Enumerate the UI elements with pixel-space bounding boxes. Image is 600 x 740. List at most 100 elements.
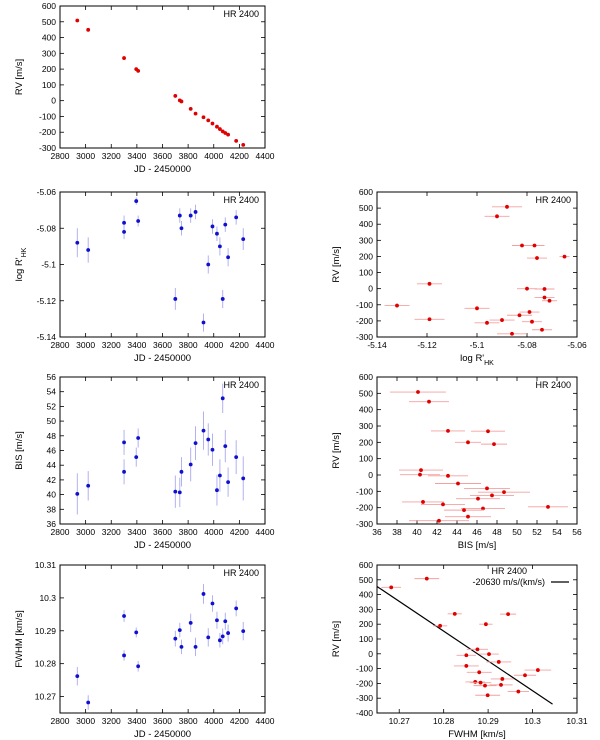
data-point — [241, 237, 246, 242]
data-point — [427, 317, 432, 322]
x-tick-label: 10.31 — [566, 716, 588, 726]
y-tick-label: 200 — [359, 437, 373, 447]
data-point — [495, 214, 499, 219]
data-point — [542, 287, 547, 291]
data-point — [481, 506, 485, 511]
y-tick-label: -300 — [356, 332, 373, 342]
y-tick-label: -300 — [39, 143, 56, 153]
data-point — [241, 476, 246, 481]
x-tick-label: 10.27 — [389, 716, 411, 726]
data-point — [446, 473, 450, 478]
data-point — [173, 489, 178, 494]
data-point — [441, 502, 445, 507]
y-axis-label: FWHM [km/s] — [14, 610, 25, 668]
data-point — [201, 320, 206, 325]
data-point — [179, 226, 184, 231]
chart-title: HR 2400 — [223, 380, 259, 390]
x-axis-label: JD - 2450000 — [134, 164, 191, 175]
data-point — [466, 440, 470, 445]
data-point — [188, 106, 193, 111]
data-point — [421, 500, 425, 504]
x-tick-label: 2800 — [51, 527, 70, 537]
x-tick-label: 48 — [492, 527, 502, 537]
x-tick-label: -5.08 — [517, 340, 537, 350]
y-tick-label: 54 — [47, 387, 57, 397]
data-point — [218, 127, 222, 131]
data-point — [220, 297, 225, 301]
x-tick-label: 3000 — [76, 340, 95, 350]
y-tick-label: 600 — [42, 1, 56, 11]
data-point — [223, 619, 228, 624]
data-point — [477, 670, 482, 675]
x-tick-label: 3800 — [179, 340, 198, 350]
data-point — [510, 331, 514, 336]
data-point — [75, 240, 80, 245]
data-point — [490, 493, 494, 498]
data-point — [438, 623, 443, 628]
data-point — [525, 286, 529, 291]
data-point — [188, 462, 193, 467]
chart-title: HR 2400 — [491, 566, 527, 576]
y-tick-label: -400 — [356, 708, 373, 718]
data-point — [535, 668, 540, 672]
x-tick-label: 3800 — [179, 716, 198, 726]
data-point — [75, 674, 80, 679]
chart-title: HR 2400 — [535, 380, 571, 390]
data-point — [122, 469, 126, 474]
data-point — [177, 213, 182, 218]
y-tick-label: 40 — [47, 490, 57, 500]
data-point — [75, 491, 80, 496]
data-point — [193, 644, 198, 649]
y-tick-label: 0 — [368, 284, 373, 294]
data-point — [226, 480, 231, 485]
data-point — [220, 634, 225, 639]
y-tick-label: 100 — [42, 80, 56, 90]
data-point — [210, 447, 215, 452]
y-tick-label: 400 — [42, 33, 56, 43]
data-point — [542, 295, 547, 300]
x-tick-label: 4400 — [256, 716, 275, 726]
data-point — [223, 131, 228, 135]
plot-frame — [59, 191, 266, 338]
data-point — [416, 390, 420, 394]
x-tick-label: 3800 — [179, 151, 198, 161]
data-point — [466, 514, 470, 519]
data-point — [122, 220, 126, 225]
y-tick-label: -100 — [356, 486, 373, 496]
data-point — [122, 614, 126, 618]
plot-frame — [59, 5, 266, 149]
data-point — [483, 683, 487, 688]
data-point — [215, 488, 219, 493]
data-point — [478, 680, 483, 685]
x-tick-label: 4000 — [204, 340, 223, 350]
y-axis-label: RV [m/s] — [331, 621, 342, 657]
x-tick-label: 3000 — [76, 716, 95, 726]
data-point — [505, 204, 509, 209]
y-tick-label: 500 — [359, 388, 373, 398]
x-tick-label: 4400 — [256, 527, 275, 537]
x-tick-label: -5.06 — [567, 340, 587, 350]
data-point — [456, 481, 460, 486]
data-point — [462, 508, 466, 513]
x-axis-label: JD - 2450000 — [134, 729, 191, 740]
y-axis-label: log R'HK — [14, 247, 28, 281]
x-tick-label: 10.28 — [433, 716, 455, 726]
data-point — [446, 429, 450, 433]
x-axis-label: log R'HK — [460, 353, 494, 367]
data-point — [173, 94, 178, 98]
data-point — [475, 306, 479, 311]
data-point — [485, 693, 490, 698]
data-point — [134, 630, 139, 635]
data-point — [483, 622, 488, 627]
data-point — [464, 653, 469, 658]
y-tick-label: 10.3 — [39, 593, 56, 603]
data-point — [492, 442, 496, 447]
data-point — [562, 254, 567, 259]
data-point — [215, 124, 219, 129]
x-tick-label: 3600 — [153, 340, 172, 350]
data-point — [179, 644, 184, 649]
data-point — [226, 631, 231, 635]
y-axis-label: RV [m/s] — [14, 59, 25, 95]
chart-title: HR 2400 — [223, 9, 259, 19]
